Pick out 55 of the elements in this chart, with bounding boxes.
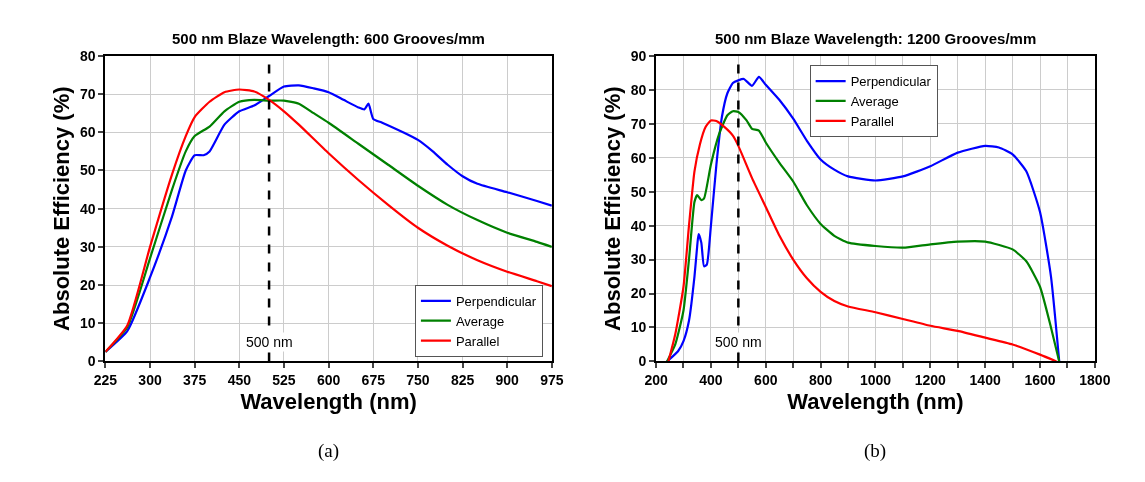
x-tick-label: 300: [138, 372, 162, 389]
y-tick-label: 60: [79, 124, 96, 141]
ref-line-label: 500 nm: [715, 334, 762, 350]
chart-title: 500 nm Blaze Wavelength: 1200 Grooves/mm: [715, 30, 1037, 47]
x-tick-label: 900: [495, 372, 520, 389]
y-tick-label: 80: [79, 47, 96, 64]
y-tick-label: 30: [630, 251, 647, 268]
x-tick-label: 750: [406, 372, 430, 389]
y-tick-label: 40: [630, 217, 647, 234]
y-tick-label: 50: [630, 183, 647, 200]
x-tick-label: 600: [316, 372, 341, 389]
y-axis-title: Absolute Efficiency (%): [599, 86, 625, 331]
x-tick-label: 600: [754, 372, 778, 389]
y-tick-label: 30: [79, 238, 96, 255]
legend-label: Average: [850, 94, 899, 109]
text: (b): [864, 440, 887, 462]
legend-label: Average: [455, 313, 505, 329]
x-tick-label: 1200: [914, 372, 947, 389]
y-tick-label: 60: [630, 149, 647, 166]
y-tick-label: 90: [630, 47, 647, 64]
x-tick-label: 1800: [1079, 372, 1111, 389]
legend-label: Perpendicular: [455, 293, 537, 309]
x-axis-title: Wavelength (nm): [240, 388, 417, 414]
ref-line-label: 500 nm: [246, 334, 293, 350]
y-tick-label: 10: [79, 315, 96, 332]
y-tick-label: 0: [638, 353, 647, 370]
x-tick-label: 200: [644, 372, 668, 389]
x-tick-label: 450: [227, 372, 252, 389]
y-tick-label: 10: [630, 319, 647, 336]
y-tick-label: 70: [79, 86, 96, 102]
y-tick-label: 20: [79, 276, 96, 293]
x-tick-label: 1000: [859, 372, 892, 389]
y-axis-title: Absolute Efficiency (%): [49, 86, 75, 331]
x-tick-label: 1400: [969, 372, 1001, 389]
text: (a): [318, 440, 340, 462]
y-tick-label: 0: [87, 353, 96, 370]
legend-label: Perpendicular: [850, 74, 932, 90]
y-tick-label: 40: [79, 200, 96, 217]
y-tick-label: 50: [79, 162, 96, 179]
x-tick-label: 525: [272, 372, 296, 389]
legend-label: Parallel: [455, 333, 500, 349]
x-tick-label: 800: [808, 372, 833, 389]
x-tick-label: 375: [182, 372, 207, 389]
x-tick-label: 675: [361, 372, 386, 389]
chart-title: 500 nm Blaze Wavelength: 600 Grooves/mm: [172, 30, 485, 47]
y-tick-label: 80: [630, 81, 647, 98]
y-tick-label: 20: [630, 285, 647, 302]
x-tick-label: 975: [540, 372, 564, 389]
legend-label: Parallel: [850, 113, 895, 129]
y-tick-label: 70: [630, 115, 647, 132]
x-tick-label: 400: [699, 372, 723, 389]
x-axis-title: Wavelength (nm): [787, 388, 964, 414]
x-tick-label: 825: [450, 372, 475, 389]
x-tick-label: 225: [93, 372, 118, 389]
x-tick-label: 1600: [1024, 372, 1056, 389]
